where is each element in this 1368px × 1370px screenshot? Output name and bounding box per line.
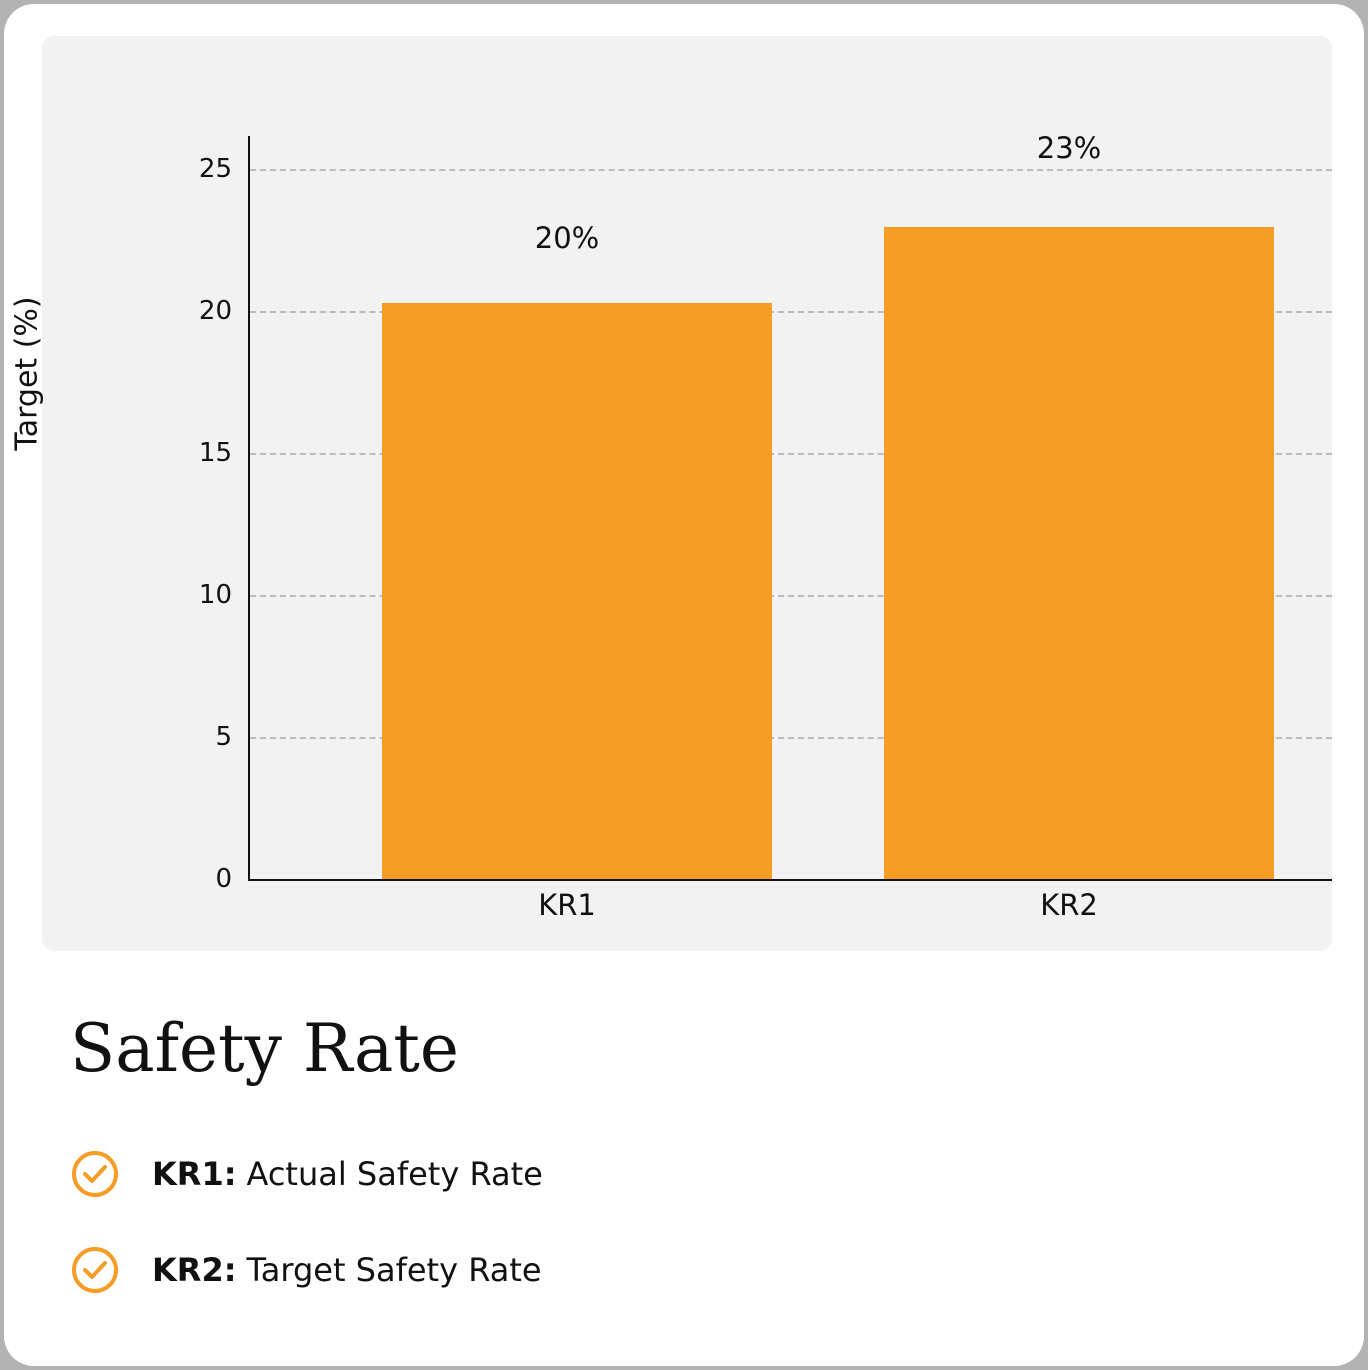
y-tick-label: 0 <box>215 864 232 894</box>
bar-kr1 <box>382 303 772 880</box>
gridline <box>250 595 1332 597</box>
check-circle-icon <box>72 1247 118 1293</box>
gridline <box>250 311 1332 313</box>
x-tick-label: KR2 <box>1040 888 1098 922</box>
x-axis <box>248 879 1332 881</box>
y-axis-title: Target (%) <box>9 296 45 451</box>
legend-key: KR2: <box>152 1251 237 1289</box>
chart-title: Safety Rate <box>70 1010 459 1087</box>
x-tick-label: KR1 <box>538 888 596 922</box>
y-tick-label: 5 <box>215 722 232 752</box>
check-circle-icon <box>72 1151 118 1197</box>
chart-plot-area: Target (%) 0 5 10 15 20 25 20% KR1 23% KR2 <box>10 36 1332 951</box>
gridline <box>250 453 1332 455</box>
gridline <box>250 737 1332 739</box>
y-tick-label: 20 <box>198 296 232 326</box>
y-tick-label: 25 <box>198 154 232 184</box>
y-tick-label: 15 <box>198 438 232 468</box>
legend-item-kr1: KR1: Actual Safety Rate <box>70 1149 543 1199</box>
bar-value-label: 20% <box>534 221 600 256</box>
chart-axes: 0 5 10 15 20 25 20% KR1 23% KR2 <box>199 131 1332 922</box>
y-axis <box>248 136 250 881</box>
legend-text: Target Safety Rate <box>246 1251 542 1289</box>
gridline <box>250 169 1332 171</box>
legend-item-kr2: KR2: Target Safety Rate <box>70 1245 542 1295</box>
y-tick-label: 10 <box>198 580 232 610</box>
bar-kr2 <box>884 226 1274 880</box>
legend-key: KR1: <box>152 1155 237 1193</box>
bar-value-label: 23% <box>1036 130 1102 165</box>
card: Target (%) 0 5 10 15 20 25 20% KR1 23% KR2 Safety… <box>4 4 1364 1366</box>
legend-text: Actual Safety Rate <box>246 1155 543 1193</box>
